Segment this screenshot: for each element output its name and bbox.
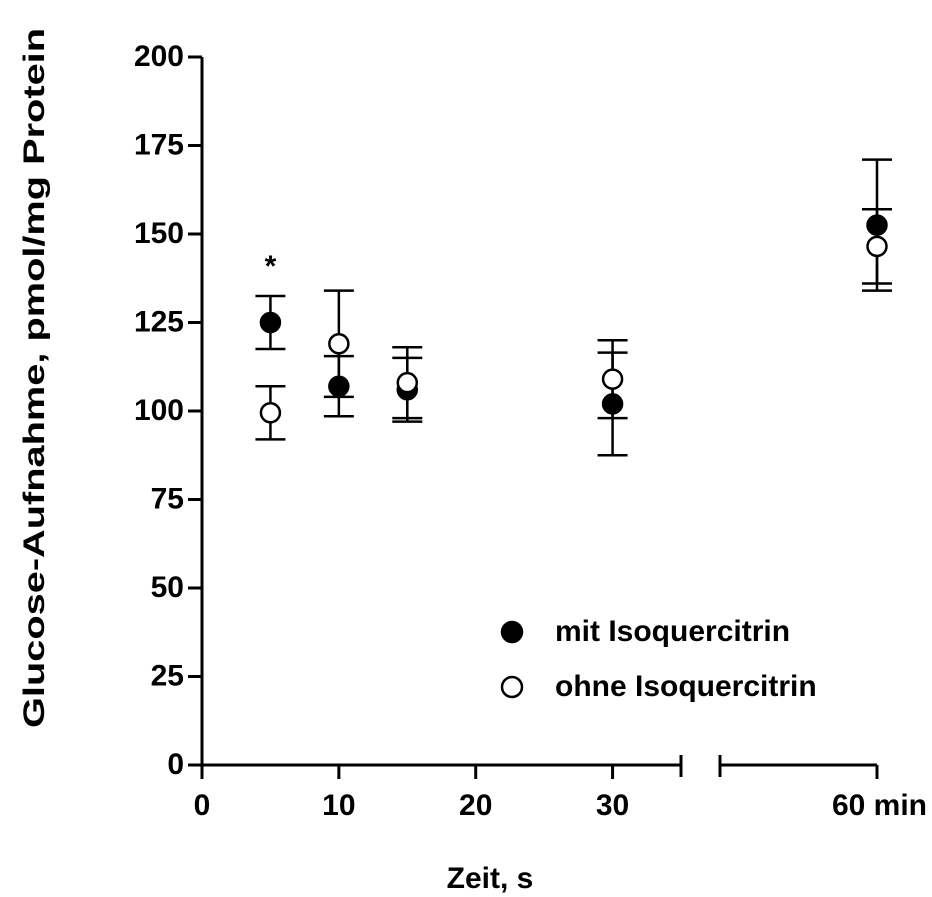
annotation: * bbox=[265, 250, 277, 283]
y-tick-label: 25 bbox=[151, 659, 184, 692]
x-tick-label: 0 bbox=[194, 789, 211, 822]
point bbox=[328, 332, 350, 355]
point bbox=[328, 375, 350, 397]
y-tick-label: 100 bbox=[134, 394, 184, 427]
x-tick-label: 20 bbox=[459, 789, 492, 822]
point bbox=[259, 311, 282, 334]
y-tick-label: 150 bbox=[134, 217, 184, 250]
x-tick-label: 10 bbox=[322, 789, 355, 822]
x-tick-label: 60 min bbox=[832, 789, 927, 822]
point bbox=[866, 214, 888, 236]
point bbox=[601, 368, 624, 390]
point bbox=[396, 371, 419, 394]
y-tick-label: 175 bbox=[134, 128, 184, 161]
legend-label: mit Isoquercitrin bbox=[555, 615, 790, 648]
legend-marker bbox=[500, 675, 524, 699]
legend-label: ohne Isoquercitrin bbox=[555, 670, 817, 703]
y-tick-label: 75 bbox=[151, 482, 184, 515]
point bbox=[601, 393, 624, 415]
y-tick-label: 50 bbox=[151, 571, 184, 604]
y-axis-label: Glucose-Aufnahme, pmol/mg Protein bbox=[18, 28, 51, 728]
x-tick-label: 30 bbox=[596, 789, 629, 822]
x-axis-label: Zeit, s bbox=[447, 862, 534, 895]
y-tick-label: 0 bbox=[167, 748, 184, 781]
y-tick-label: 200 bbox=[134, 40, 184, 73]
point bbox=[259, 402, 282, 424]
legend-marker bbox=[500, 620, 524, 644]
y-tick-label: 125 bbox=[134, 305, 184, 338]
point bbox=[866, 235, 888, 258]
